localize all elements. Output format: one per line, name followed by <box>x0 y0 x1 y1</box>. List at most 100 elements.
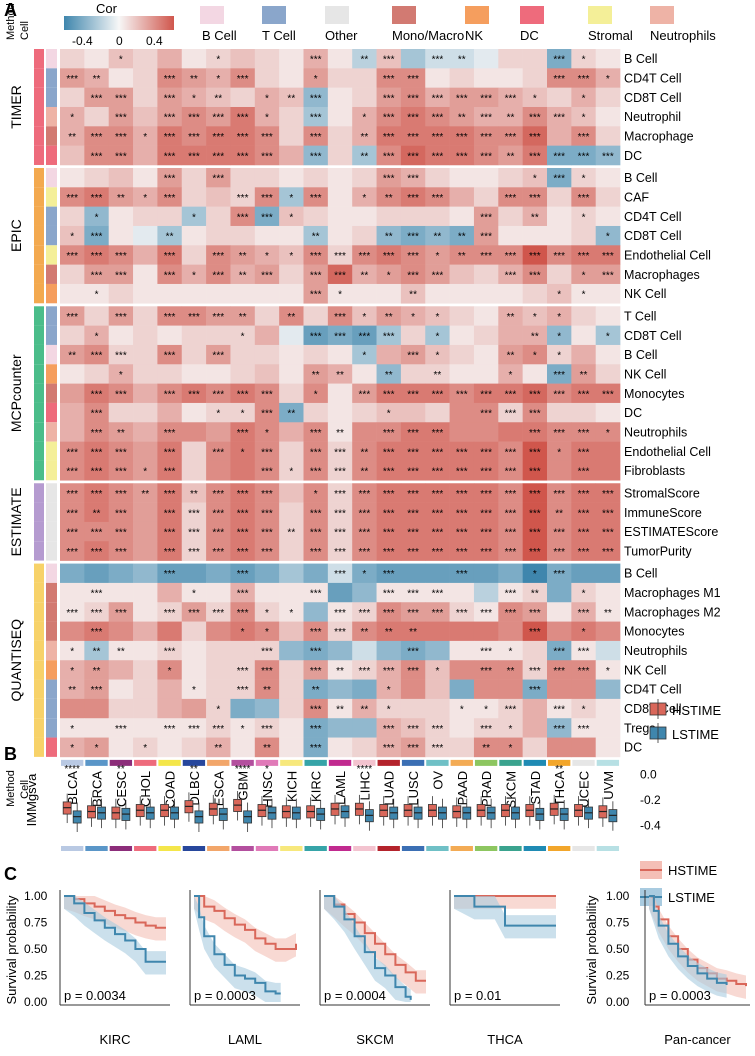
heatmap-star: ** <box>336 666 344 677</box>
heatmap-star: *** <box>578 251 590 262</box>
heatmap-cell <box>595 521 621 542</box>
heatmap-cell <box>108 441 134 462</box>
heatmap-star: *** <box>529 389 541 400</box>
heatmap-cell <box>595 460 621 481</box>
heatmap-cell <box>522 245 548 265</box>
heatmap-star: *** <box>188 113 200 124</box>
survival-curve <box>324 895 412 1000</box>
heatmap-star: *** <box>310 331 322 342</box>
heatmap-star: *** <box>383 489 395 500</box>
heatmap-cell <box>571 698 596 719</box>
heatmap-star: *** <box>91 132 103 143</box>
heatmap-cell <box>571 264 596 285</box>
heatmap-star: *** <box>334 547 346 558</box>
heatmap-star: * <box>95 331 99 342</box>
heatmap-star: *** <box>237 528 249 539</box>
heatmap-cell <box>547 698 572 719</box>
heatmap-cell <box>425 68 450 88</box>
cancer-axis-label: PRAD <box>479 771 494 807</box>
heatmap-star: *** <box>407 251 419 262</box>
cancer-color-tick <box>207 759 230 766</box>
heatmap-star: ** <box>360 627 368 638</box>
heatmap-star: *** <box>91 627 103 638</box>
heatmap-cell <box>303 187 329 207</box>
heatmap-cell <box>547 402 572 423</box>
heatmap-cell <box>498 422 523 442</box>
heatmap-cell <box>425 737 450 758</box>
heatmap-cell <box>254 306 280 326</box>
method-color-cell <box>34 563 44 583</box>
heatmap-star: *** <box>602 389 614 400</box>
heatmap-cell <box>522 283 548 304</box>
heatmap-star: *** <box>212 528 224 539</box>
celltype-color-cell <box>46 422 57 442</box>
heatmap-cell <box>327 325 353 346</box>
heatmap-cell <box>498 126 523 146</box>
heatmap-cell <box>157 364 183 384</box>
heatmap-cell <box>376 640 402 661</box>
cancer-color-tick <box>523 759 546 766</box>
heatmap-star: * <box>119 370 123 381</box>
heatmap-star: *** <box>480 132 492 143</box>
heatmap-cell <box>449 225 475 246</box>
heatmap-cell <box>473 679 499 700</box>
heatmap-cell <box>522 167 548 188</box>
method-group-label: TIMER <box>8 85 24 129</box>
heatmap-star: *** <box>115 113 127 124</box>
heatmap-cell <box>498 660 523 680</box>
heatmap-cell <box>571 502 596 523</box>
heatmap-star: *** <box>212 351 224 362</box>
heatmap-star: *** <box>261 132 273 143</box>
heatmap-star: * <box>533 174 537 185</box>
heatmap-cell <box>108 563 134 584</box>
heatmap-cell <box>84 541 109 561</box>
heatmap-cell <box>595 383 621 404</box>
heatmap-cell <box>84 422 109 442</box>
method-color-cell <box>34 737 44 757</box>
heatmap-cell <box>303 602 329 622</box>
heatmap-cell <box>181 660 207 680</box>
heatmap-cell <box>327 49 353 69</box>
heatmap-cell <box>84 49 109 69</box>
heatmap-star: *** <box>407 132 419 143</box>
heatmap-cell <box>181 383 207 404</box>
heatmap-cell <box>571 679 596 700</box>
heatmap-cell <box>279 283 304 304</box>
heatmap-cell <box>157 521 183 542</box>
cancer-axis-label: LAML <box>333 771 348 805</box>
panel-label-c: C <box>4 864 17 884</box>
heatmap-star: ** <box>190 74 198 85</box>
heatmap-cell <box>206 483 231 503</box>
heatmap-cell <box>279 582 304 603</box>
heatmap-star: ** <box>214 743 222 754</box>
heatmap-star: *** <box>383 569 395 580</box>
heatmap-cell <box>547 167 572 188</box>
heatmap-star: *** <box>261 508 273 519</box>
celltype-legend-label: B Cell <box>202 28 237 43</box>
heatmap-cell <box>157 225 183 246</box>
heatmap-cell <box>279 225 304 246</box>
heatmap-cell <box>425 344 450 365</box>
heatmap-star: *** <box>480 724 492 735</box>
heatmap-cell <box>157 718 183 738</box>
survival-pvalue: p = 0.0003 <box>194 988 256 1003</box>
celltype-color-cell <box>46 483 57 503</box>
heatmap-cell <box>303 541 329 561</box>
method-color-cell <box>34 325 44 345</box>
heatmap-star: * <box>289 193 293 204</box>
heatmap-cell <box>254 602 280 622</box>
heatmap-star: *** <box>164 724 176 735</box>
heatmap-star: *** <box>480 467 492 478</box>
heatmap-cell <box>400 225 426 246</box>
heatmap-cell <box>230 283 256 304</box>
heatmap-cell <box>133 225 158 246</box>
celltype-color-cell <box>46 502 57 522</box>
heatmap-cell <box>279 502 304 523</box>
heatmap-cell <box>279 718 304 738</box>
method-color-cell <box>34 483 44 503</box>
celltype-color-cell <box>46 521 57 542</box>
method-color-cell <box>34 660 44 680</box>
heatmap-cell <box>425 187 450 207</box>
heatmap-star: *** <box>91 467 103 478</box>
survival-curve <box>194 895 281 995</box>
